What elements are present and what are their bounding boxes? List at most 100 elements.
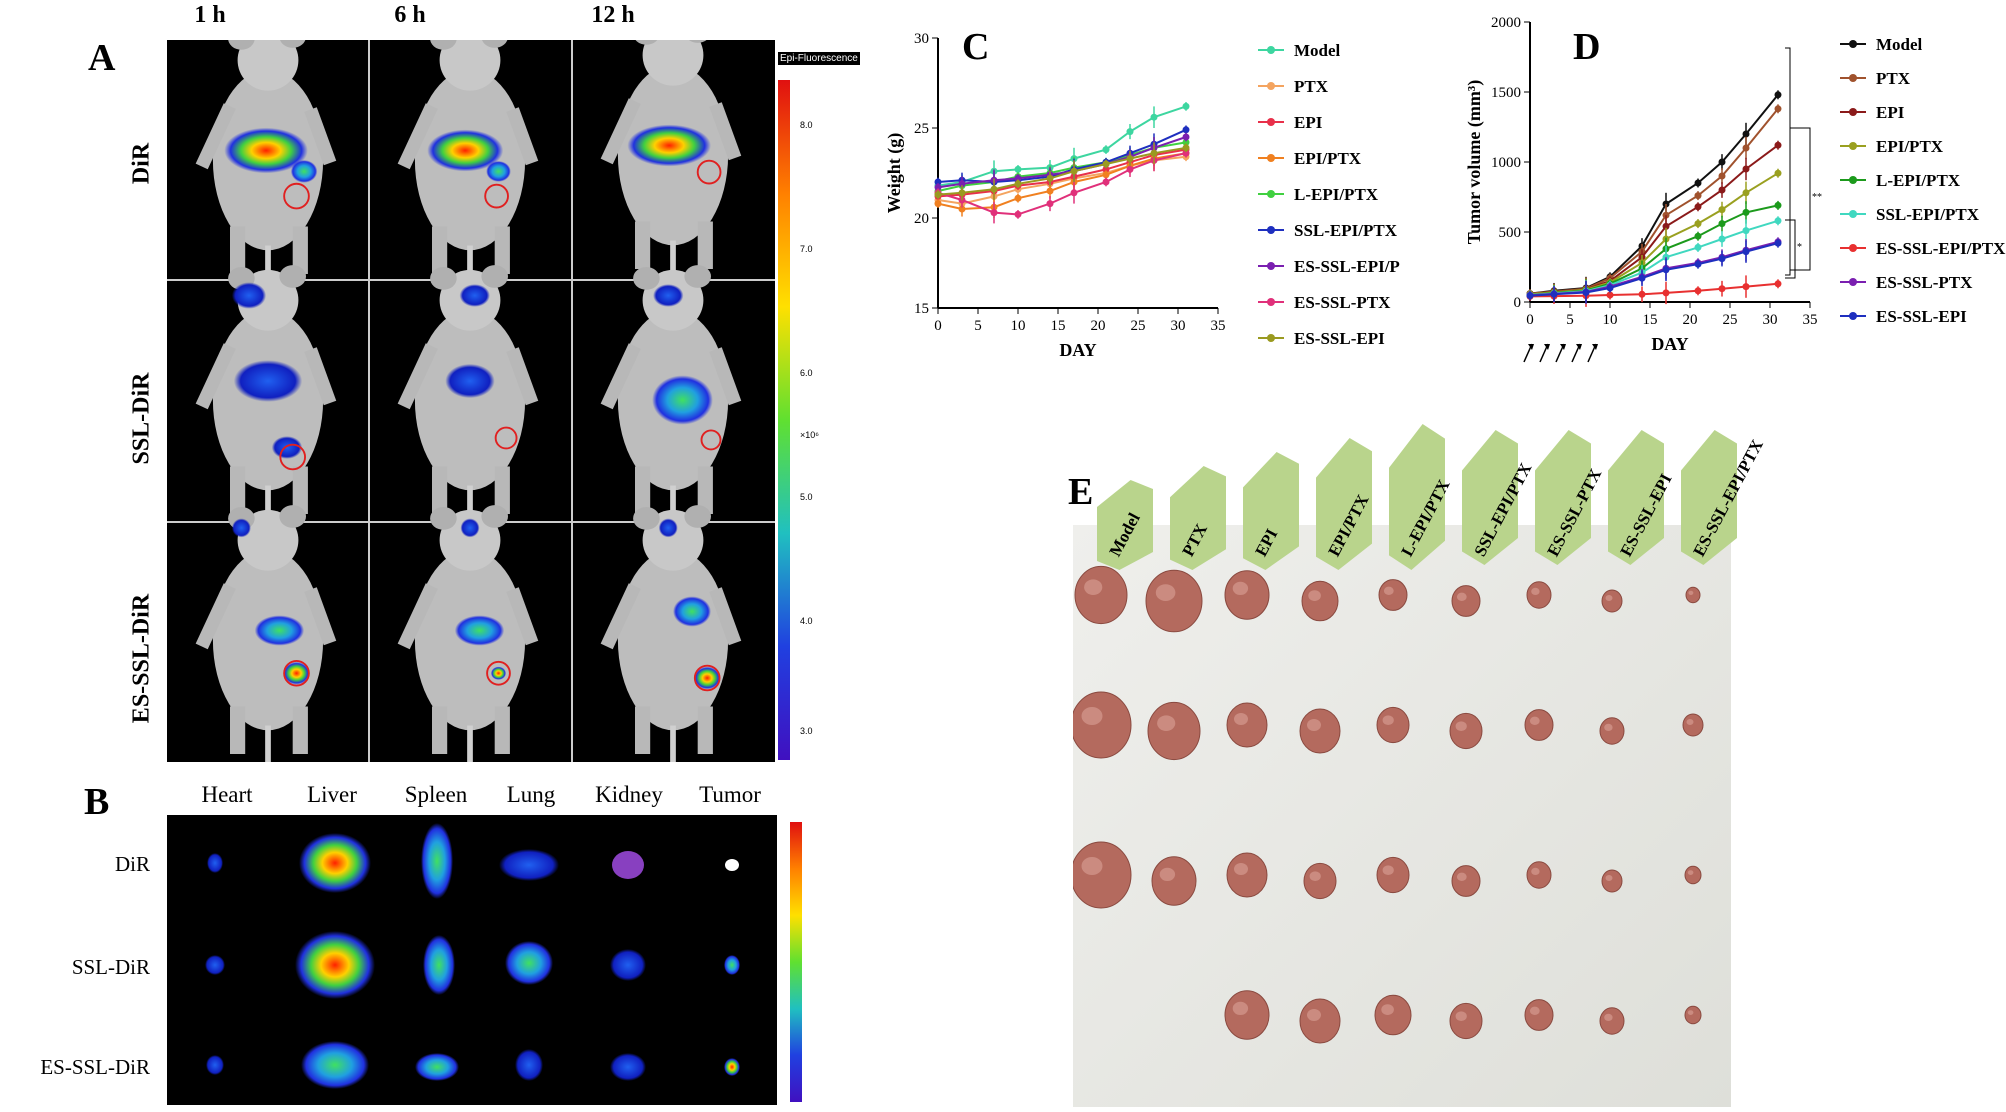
data-point xyxy=(1718,235,1726,243)
series-line-ES-SSL-EPI xyxy=(937,146,1187,196)
organ-blob xyxy=(610,1053,646,1081)
data-point xyxy=(934,178,942,186)
organ-blob xyxy=(724,955,740,975)
data-point xyxy=(1014,165,1022,173)
data-point xyxy=(1742,227,1750,235)
panel-a-colorbar-title: Epi-Fluorescence xyxy=(778,52,860,65)
data-point xyxy=(934,191,942,199)
mouse-ssl-dir-6h xyxy=(397,265,539,567)
x-tick-label: 20 xyxy=(1683,312,1698,328)
tumor-highlight xyxy=(1456,592,1467,601)
x-tick-label: 35 xyxy=(1211,318,1226,334)
legend-marker xyxy=(1267,82,1275,90)
panel-a-row-es-ssl-dir: ES-SSL-DiR xyxy=(128,593,155,724)
tumor-highlight xyxy=(1531,587,1540,595)
colorbar-tick: 7.0 xyxy=(800,244,813,254)
organ-blob xyxy=(301,1041,369,1089)
series-line-Model xyxy=(937,105,1187,187)
x-axis-label: DAY xyxy=(1651,334,1688,354)
tumor xyxy=(1299,708,1341,754)
legend-marker xyxy=(1849,278,1857,286)
y-axis-label: Weight (g) xyxy=(884,133,905,214)
tumor xyxy=(1684,1005,1702,1025)
data-point xyxy=(1694,232,1702,240)
tumor-highlight xyxy=(1234,713,1248,725)
data-point xyxy=(1662,289,1670,297)
panel-b-organs xyxy=(205,823,740,1089)
mouse-dir-6h xyxy=(397,25,539,327)
data-point xyxy=(1182,144,1190,152)
series-line-ES-SSL-EPI/PTX xyxy=(937,136,1187,189)
mouse-es-ssl-dir-6h xyxy=(397,505,539,807)
tumor-highlight xyxy=(1232,581,1249,595)
tumor-highlight xyxy=(1081,857,1103,875)
mouse-ssl-dir-12h xyxy=(600,265,742,567)
organ-blob xyxy=(724,1058,740,1076)
sig-bracket xyxy=(1785,219,1796,279)
legend-label: EPI/PTX xyxy=(1876,137,1944,156)
data-point xyxy=(1102,146,1110,154)
tumor xyxy=(1449,1002,1483,1040)
data-point xyxy=(1742,144,1750,152)
x-tick-label: 35 xyxy=(1803,312,1818,328)
dosing-arrowhead xyxy=(1560,344,1566,350)
tumor xyxy=(1685,586,1701,604)
organ-blob xyxy=(205,955,225,975)
tumor xyxy=(1524,709,1554,741)
legend-label: EPI/PTX xyxy=(1294,149,1362,168)
legend-marker xyxy=(1267,118,1275,126)
panel-a-row-dir: DiR xyxy=(128,142,155,185)
data-point xyxy=(1694,179,1702,187)
tumor xyxy=(1451,585,1481,617)
tumor xyxy=(1147,701,1201,761)
data-point xyxy=(1014,210,1022,218)
significance-mark: ** xyxy=(1812,192,1822,203)
data-point xyxy=(1742,189,1750,197)
data-point xyxy=(1102,165,1110,173)
dosing-arrowhead xyxy=(1544,344,1550,350)
data-point xyxy=(990,185,998,193)
tumor xyxy=(1301,580,1339,622)
data-point xyxy=(934,183,942,191)
tumor xyxy=(1378,579,1408,611)
colorbar-unit: ×10⁶ xyxy=(800,430,819,440)
tumor-highlight xyxy=(1382,715,1394,725)
tumor-highlight xyxy=(1529,716,1540,725)
panel-a-col-1h: 1 h xyxy=(194,2,226,28)
colorbar-tick: 3.0 xyxy=(800,726,813,736)
legend-marker xyxy=(1267,262,1275,270)
tumor-highlight xyxy=(1604,1013,1613,1021)
data-point xyxy=(1182,149,1190,157)
data-point xyxy=(1070,167,1078,175)
organ-blob xyxy=(295,931,375,999)
mouse-es-ssl-dir-12h xyxy=(600,505,742,807)
legend-marker xyxy=(1849,108,1857,116)
panel-e-photo xyxy=(1070,525,1731,1107)
data-point xyxy=(1718,186,1726,194)
legend-marker xyxy=(1267,298,1275,306)
data-point xyxy=(1694,243,1702,251)
x-tick-label: 15 xyxy=(1643,312,1658,328)
data-point xyxy=(1102,171,1110,179)
colorbar-tick: 8.0 xyxy=(800,120,813,130)
organ-blob xyxy=(505,941,553,985)
y-tick-label: 20 xyxy=(914,211,929,227)
tumor xyxy=(1224,570,1270,620)
tumor xyxy=(1299,998,1341,1044)
data-point xyxy=(1774,91,1782,99)
data-point xyxy=(1718,172,1726,180)
panel-a-label: A xyxy=(88,37,116,79)
tumor-highlight xyxy=(1381,1004,1394,1015)
data-point xyxy=(1694,192,1702,200)
x-tick-label: 10 xyxy=(1603,312,1618,328)
tumor xyxy=(1682,713,1704,737)
y-tick-label: 1500 xyxy=(1491,85,1521,101)
tumor-highlight xyxy=(1232,1001,1249,1015)
data-point xyxy=(1742,248,1750,256)
data-point xyxy=(1742,283,1750,291)
panel-e-label: E xyxy=(1068,471,1094,513)
legend-marker xyxy=(1267,46,1275,54)
data-point xyxy=(1102,160,1110,168)
tumor xyxy=(1151,856,1197,906)
sig-bracket xyxy=(1785,47,1791,276)
